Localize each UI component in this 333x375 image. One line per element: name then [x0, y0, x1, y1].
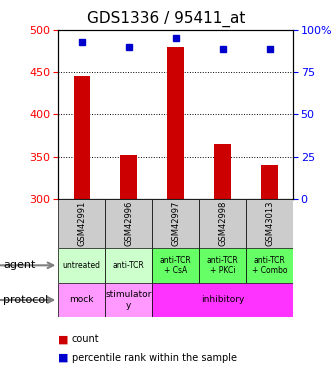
- Bar: [246, 199, 293, 248]
- Bar: [199, 199, 246, 248]
- Bar: [105, 248, 152, 283]
- Bar: [167, 47, 184, 199]
- Bar: [105, 199, 152, 248]
- Text: GSM43013: GSM43013: [265, 200, 274, 246]
- Bar: [58, 248, 105, 283]
- Bar: [152, 283, 293, 317]
- Text: GSM42997: GSM42997: [171, 200, 180, 246]
- Text: agent: agent: [3, 260, 36, 270]
- Text: ■: ■: [58, 353, 69, 363]
- Bar: [105, 283, 152, 317]
- Bar: [58, 199, 105, 248]
- Text: ■: ■: [58, 334, 69, 344]
- Bar: [199, 248, 246, 283]
- Bar: [152, 199, 199, 248]
- Bar: [74, 76, 90, 199]
- Text: anti-TCR
+ Combo: anti-TCR + Combo: [252, 256, 287, 275]
- Text: inhibitory: inhibitory: [201, 296, 244, 304]
- Text: GSM42998: GSM42998: [218, 200, 227, 246]
- Text: count: count: [72, 334, 99, 344]
- Bar: [214, 144, 231, 199]
- Text: anti-TCR: anti-TCR: [113, 261, 145, 270]
- Bar: [58, 283, 105, 317]
- Text: mock: mock: [70, 296, 94, 304]
- Bar: [121, 155, 137, 199]
- Text: anti-TCR
+ CsA: anti-TCR + CsA: [160, 256, 191, 275]
- Text: anti-TCR
+ PKCi: anti-TCR + PKCi: [207, 256, 238, 275]
- Text: GSM42991: GSM42991: [77, 201, 86, 246]
- Text: untreated: untreated: [63, 261, 101, 270]
- Text: GSM42996: GSM42996: [124, 200, 133, 246]
- Text: protocol: protocol: [3, 295, 49, 305]
- Bar: [152, 248, 199, 283]
- Text: GDS1336 / 95411_at: GDS1336 / 95411_at: [87, 11, 246, 27]
- Text: stimulator
y: stimulator y: [106, 290, 152, 310]
- Bar: [261, 165, 278, 199]
- Text: percentile rank within the sample: percentile rank within the sample: [72, 353, 236, 363]
- Bar: [246, 248, 293, 283]
